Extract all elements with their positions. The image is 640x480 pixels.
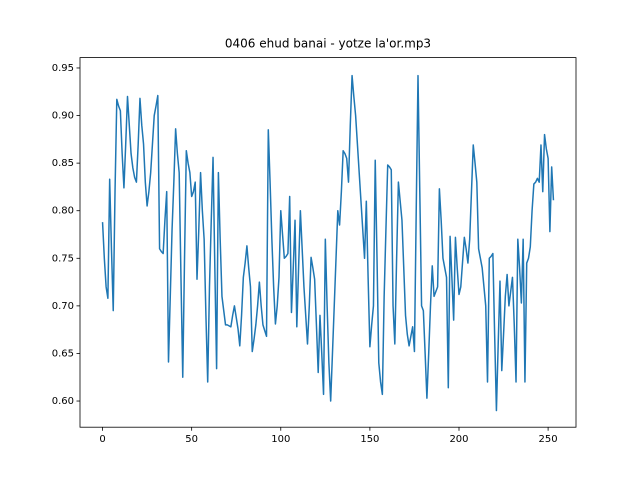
data-line <box>101 74 555 412</box>
plot-frame <box>79 57 577 428</box>
x-tick-label: 50 <box>185 434 198 445</box>
x-tick-label: 0 <box>99 434 105 445</box>
y-tick-label: 0.75 <box>52 253 74 264</box>
chart-title: 0406 ehud banai - yotze la'or.mp3 <box>225 37 431 51</box>
y-tick-label: 0.80 <box>52 206 74 217</box>
y-tick-label: 0.90 <box>52 111 74 122</box>
y-tick-label: 0.65 <box>52 348 74 359</box>
y-tick-label: 0.85 <box>52 158 74 169</box>
y-tick-label: 0.95 <box>52 63 74 74</box>
y-tick-label: 0.60 <box>52 396 74 407</box>
x-tick-label: 200 <box>449 434 468 445</box>
x-tick-label: 250 <box>539 434 558 445</box>
y-tick-label: 0.70 <box>52 301 74 312</box>
x-tick-label: 150 <box>360 434 379 445</box>
x-tick-label: 100 <box>271 434 290 445</box>
